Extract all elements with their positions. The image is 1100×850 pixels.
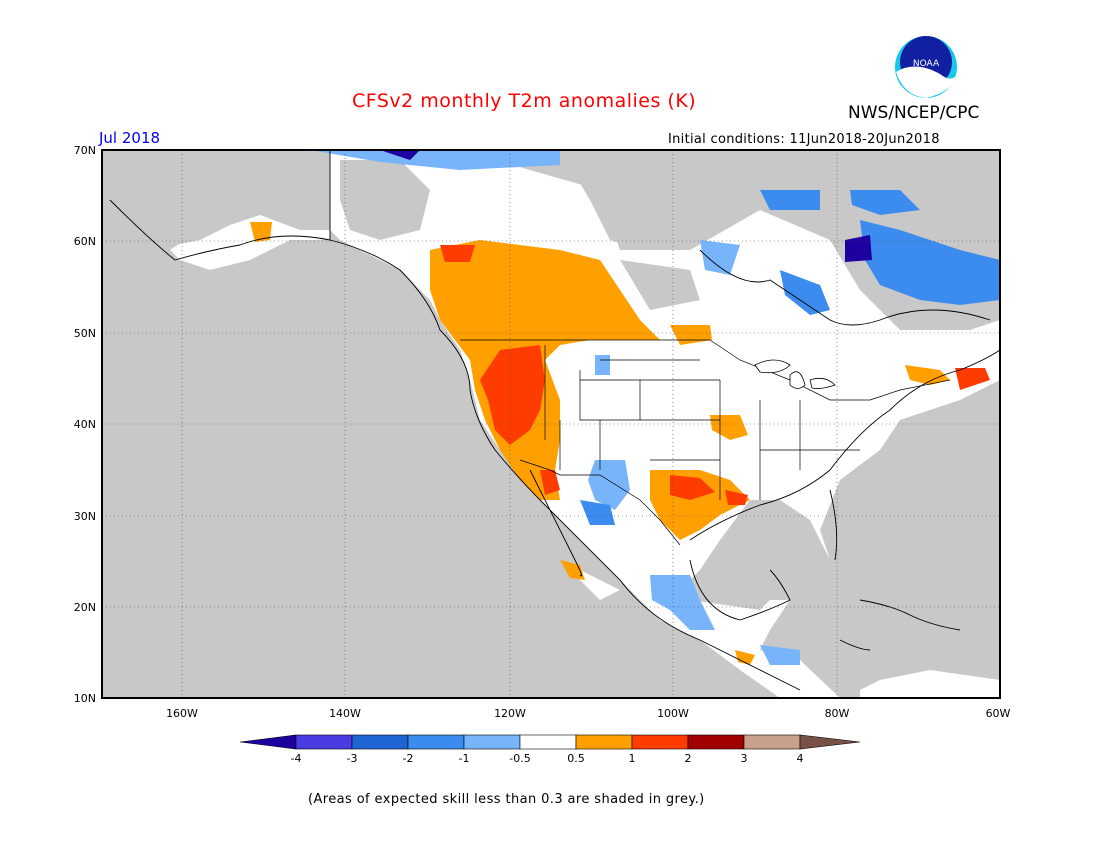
coastlines xyxy=(109,150,1001,691)
legend-tick-label: 1 xyxy=(629,752,636,765)
legend-tick-label: 0.5 xyxy=(567,752,585,765)
longitude-labels: 160W 140W 120W 100W 80W 60W xyxy=(166,707,1010,720)
lat-label: 70N xyxy=(74,144,96,157)
legend-tick-label: -4 xyxy=(291,752,302,765)
legend-tick-label: -0.5 xyxy=(509,752,530,765)
org-label: NWS/NCEP/CPC xyxy=(848,103,980,123)
legend-tick-label: 4 xyxy=(797,752,804,765)
lon-label: 160W xyxy=(166,707,198,720)
noaa-logo: NOAA xyxy=(895,36,957,98)
lon-label: 100W xyxy=(657,707,689,720)
legend-tick-label: -1 xyxy=(459,752,470,765)
political-borders xyxy=(460,339,951,546)
legend-swatch xyxy=(407,734,465,750)
legend-swatch xyxy=(519,734,577,750)
lon-label: 140W xyxy=(329,707,361,720)
legend-tick-label: -2 xyxy=(403,752,414,765)
initial-conditions: Initial conditions: 11Jun2018-20Jun2018 xyxy=(668,132,940,147)
legend-swatch xyxy=(463,734,521,750)
cool-anomalies xyxy=(310,150,1000,665)
lon-label: 60W xyxy=(986,707,1011,720)
low-skill-areas xyxy=(102,150,1000,310)
skill-caption: (Areas of expected skill less than 0.3 a… xyxy=(308,792,705,807)
lat-label: 50N xyxy=(74,327,96,340)
lat-label: 40N xyxy=(74,418,96,431)
legend-arrow-low xyxy=(239,734,297,750)
map-title: CFSv2 monthly T2m anomalies (K) xyxy=(352,90,697,112)
svg-text:NOAA: NOAA xyxy=(913,59,940,69)
legend-swatch xyxy=(743,734,801,750)
lakes xyxy=(754,359,836,389)
lon-label: 80W xyxy=(825,707,850,720)
lat-label: 30N xyxy=(74,510,96,523)
legend-tick-label: 2 xyxy=(685,752,692,765)
map-frame xyxy=(101,149,1001,699)
lat-label: 60N xyxy=(74,235,96,248)
forecast-month: Jul 2018 xyxy=(99,129,161,147)
legend-tick-label: -3 xyxy=(347,752,358,765)
latitude-labels: 70N 60N 50N 40N 30N 20N 10N xyxy=(74,144,96,705)
legend-swatch xyxy=(687,734,745,750)
legend-swatch xyxy=(575,734,633,750)
grid-lines xyxy=(102,150,1000,698)
legend-tick-label: 3 xyxy=(741,752,748,765)
color-legend: -4 -3 -2 -1 -0.5 0.5 1 2 3 4 xyxy=(239,734,861,765)
legend-swatch xyxy=(351,734,409,750)
lat-label: 20N xyxy=(74,601,96,614)
lat-label: 10N xyxy=(74,692,96,705)
legend-swatch xyxy=(295,734,353,750)
lon-label: 120W xyxy=(494,707,526,720)
legend-swatch xyxy=(631,734,689,750)
legend-arrow-high xyxy=(799,734,861,750)
